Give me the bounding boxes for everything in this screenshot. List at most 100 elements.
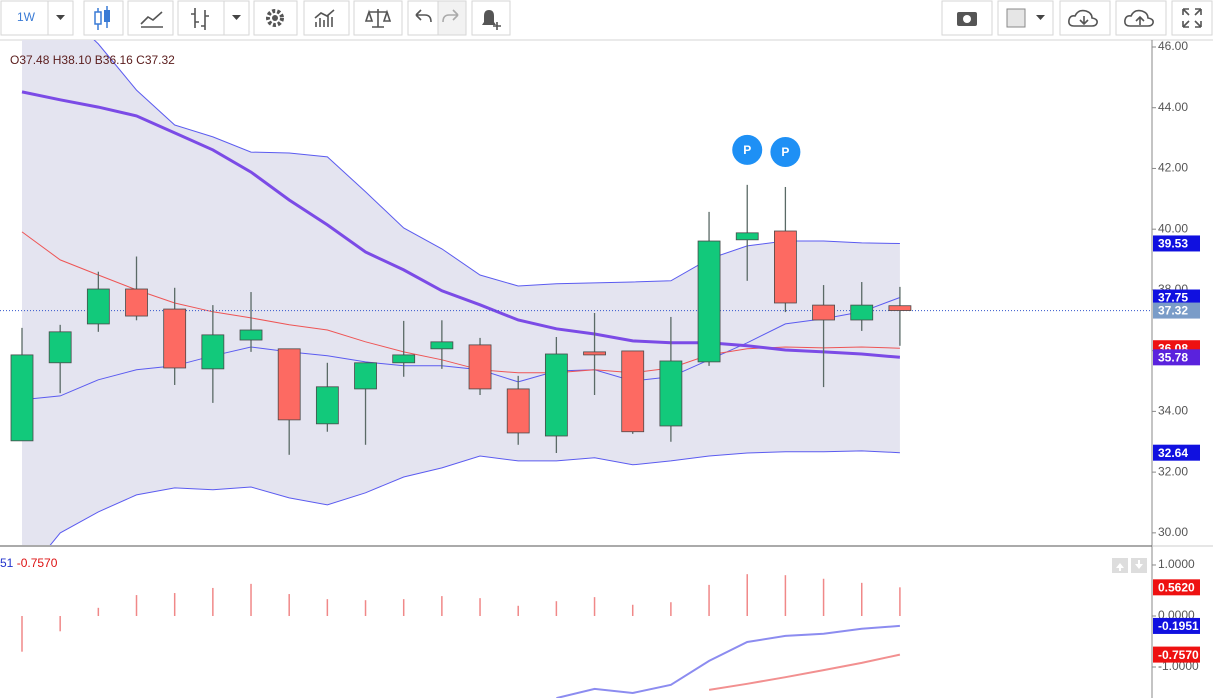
candle-body bbox=[468, 344, 492, 390]
candle-body bbox=[430, 341, 454, 350]
ohlc-value: 38.10 bbox=[61, 53, 91, 67]
button-frame bbox=[353, 0, 403, 36]
moving-average bbox=[21, 90, 901, 359]
candle-body bbox=[735, 232, 759, 241]
price-label-box bbox=[1153, 444, 1200, 461]
undo-button[interactable] bbox=[407, 0, 439, 36]
y-tick-label: 1.0000 bbox=[1158, 557, 1195, 571]
redo-button[interactable] bbox=[437, 0, 467, 36]
price-label-text: 35.78 bbox=[1158, 351, 1188, 365]
moving-average bbox=[21, 231, 900, 374]
ohlc-value: 37.48 bbox=[19, 53, 49, 67]
price-label-text: -0.1951 bbox=[1158, 619, 1199, 633]
bollinger-lower bbox=[49, 450, 900, 545]
button-frame bbox=[177, 0, 225, 36]
y-tick-label: 34.00 bbox=[1158, 404, 1188, 418]
candle-body bbox=[659, 360, 683, 427]
ohlc-key: B bbox=[95, 53, 103, 67]
candle-body bbox=[774, 230, 797, 304]
button-frame bbox=[407, 0, 439, 36]
marker-circle bbox=[770, 136, 801, 167]
y-tick-label: 30.00 bbox=[1158, 525, 1188, 539]
position-marker: P bbox=[770, 136, 801, 167]
candles-button[interactable] bbox=[83, 0, 124, 36]
price-label-box bbox=[1153, 235, 1200, 252]
compare-button[interactable] bbox=[353, 0, 403, 36]
color-button[interactable] bbox=[997, 0, 1054, 36]
indicators-button[interactable] bbox=[303, 0, 350, 36]
candle-body bbox=[697, 240, 721, 363]
bars-button[interactable] bbox=[177, 0, 225, 36]
candle-body bbox=[277, 348, 301, 421]
candle-body bbox=[544, 353, 568, 437]
candle-body bbox=[583, 351, 606, 356]
icon bbox=[1006, 8, 1026, 28]
icon bbox=[1135, 560, 1143, 569]
y-tick-label: 40.00 bbox=[1158, 221, 1188, 235]
price-label: -0.7570 bbox=[1153, 646, 1200, 663]
caret bbox=[232, 15, 241, 20]
y-tick-label: 32.00 bbox=[1158, 464, 1188, 478]
button-frame bbox=[1171, 0, 1213, 36]
price-label-box bbox=[1153, 302, 1200, 319]
candle-body bbox=[10, 354, 34, 442]
price-label-box bbox=[1153, 349, 1200, 366]
price-label-text: 39.53 bbox=[1158, 237, 1188, 251]
settings-button[interactable] bbox=[253, 0, 298, 36]
marker-label: P bbox=[743, 143, 751, 157]
bars-dropdown[interactable] bbox=[223, 0, 250, 36]
icon bbox=[1182, 8, 1202, 28]
bollinger-fill bbox=[22, 40, 900, 545]
y-tick-label: 42.00 bbox=[1158, 161, 1188, 175]
icon bbox=[272, 15, 278, 21]
interval-button[interactable]: 1W bbox=[0, 0, 49, 36]
y-tick-label: -1.0000 bbox=[1158, 659, 1199, 673]
axes: 30.0032.0034.0036.0038.0040.0042.0044.00… bbox=[1152, 39, 1200, 673]
candle-body bbox=[86, 288, 110, 325]
candle-body bbox=[850, 304, 874, 321]
icon bbox=[191, 8, 209, 30]
icon bbox=[1116, 563, 1124, 571]
candle-body bbox=[201, 334, 225, 370]
fullscreen-button[interactable] bbox=[1171, 0, 1213, 36]
marker-label: P bbox=[781, 145, 789, 159]
candle-body bbox=[48, 331, 72, 364]
load-button[interactable] bbox=[1059, 0, 1111, 36]
button-frame bbox=[437, 0, 467, 36]
candle-body bbox=[888, 305, 912, 311]
price-label: 37.75 bbox=[1153, 289, 1200, 306]
legend-value: -0.7570 bbox=[17, 556, 58, 570]
oscillator-line bbox=[708, 653, 901, 691]
move-up-button[interactable] bbox=[1112, 558, 1128, 573]
ohlc-value: 37.32 bbox=[145, 53, 175, 67]
oscillator-line bbox=[556, 624, 900, 698]
icon bbox=[104, 10, 110, 22]
price-label-text: 32.64 bbox=[1158, 446, 1188, 460]
button-frame bbox=[1059, 0, 1111, 36]
move-down-button[interactable] bbox=[1131, 558, 1147, 573]
candle-body bbox=[163, 308, 187, 369]
snapshot-button[interactable] bbox=[941, 0, 993, 36]
icon bbox=[482, 10, 496, 25]
line-button[interactable] bbox=[127, 0, 174, 36]
ohlc-value: 36.16 bbox=[103, 53, 133, 67]
ohlc-legend: O37.48 H38.10 B36.16 C37.32 bbox=[10, 53, 175, 67]
price-label-text: 0.5620 bbox=[1158, 580, 1195, 594]
alert-button[interactable] bbox=[471, 0, 511, 36]
interval-dropdown[interactable] bbox=[47, 0, 74, 36]
icon bbox=[364, 9, 392, 28]
icon bbox=[266, 9, 284, 27]
marker-circle bbox=[732, 134, 763, 165]
oscillator-legend: 51 -0.7570 bbox=[0, 556, 58, 570]
icon bbox=[1124, 9, 1154, 27]
button-frame bbox=[83, 0, 124, 36]
button-frame bbox=[0, 0, 49, 36]
candle-body bbox=[621, 350, 645, 433]
candle-body bbox=[392, 354, 416, 364]
price-label-text: -0.7570 bbox=[1158, 648, 1199, 662]
position-marker: P bbox=[732, 134, 763, 165]
interval-label: 1W bbox=[17, 10, 36, 24]
y-tick-label: 46.00 bbox=[1158, 39, 1188, 53]
y-tick-label: 44.00 bbox=[1158, 100, 1188, 114]
save-button[interactable] bbox=[1115, 0, 1167, 36]
